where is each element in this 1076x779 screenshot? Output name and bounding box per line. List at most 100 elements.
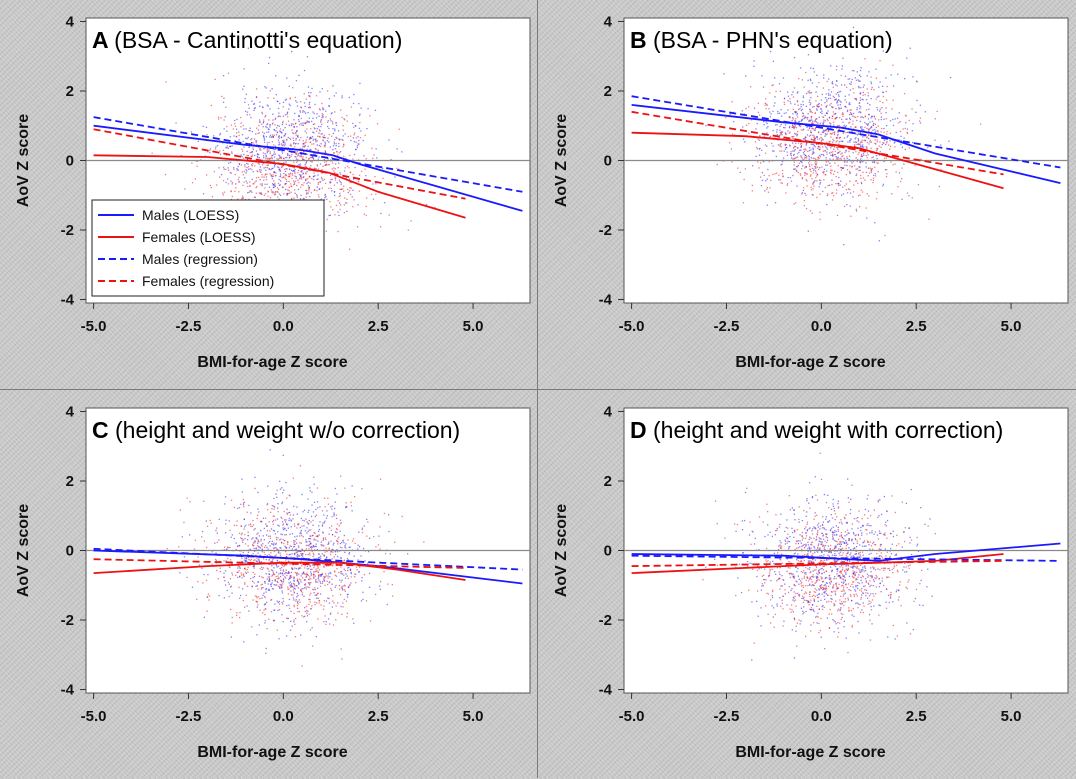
male-point — [787, 100, 788, 101]
male-point — [327, 544, 328, 545]
male-point — [285, 133, 286, 134]
male-point — [283, 130, 284, 131]
female-point — [274, 135, 275, 136]
female-point — [344, 599, 345, 600]
male-point — [886, 125, 887, 126]
female-point — [310, 142, 311, 143]
male-point — [784, 98, 785, 99]
male-point — [811, 530, 812, 531]
female-point — [323, 137, 324, 138]
male-point — [298, 583, 299, 584]
female-point — [275, 519, 276, 520]
x-tick-label: -5.0 — [81, 708, 107, 725]
female-point — [375, 194, 376, 195]
male-point — [809, 594, 810, 595]
female-point — [263, 152, 264, 153]
male-point — [752, 165, 753, 166]
male-point — [226, 147, 227, 148]
female-point — [341, 614, 342, 615]
female-point — [247, 512, 248, 513]
male-point — [290, 173, 291, 174]
female-point — [251, 156, 252, 157]
male-point — [790, 101, 791, 102]
male-point — [273, 184, 274, 185]
female-point — [308, 548, 309, 549]
female-point — [247, 155, 248, 156]
male-point — [362, 577, 363, 578]
female-point — [856, 180, 857, 181]
male-point — [266, 573, 267, 574]
female-point — [817, 174, 818, 175]
male-point — [810, 97, 811, 98]
male-point — [257, 509, 258, 510]
female-point — [265, 653, 266, 654]
male-point — [313, 545, 314, 546]
male-point — [873, 605, 874, 606]
female-point — [231, 151, 232, 152]
female-point — [287, 618, 288, 619]
male-point — [246, 605, 247, 606]
female-point — [821, 104, 822, 105]
male-point — [760, 607, 761, 608]
male-point — [873, 156, 874, 157]
female-point — [305, 611, 306, 612]
x-tick-label: 5.0 — [463, 318, 484, 335]
female-point — [338, 167, 339, 168]
female-point — [308, 188, 309, 189]
male-point — [315, 595, 316, 596]
female-point — [809, 609, 810, 610]
female-point — [308, 568, 309, 569]
female-point — [813, 519, 814, 520]
male-point — [792, 113, 793, 114]
male-point — [335, 148, 336, 149]
female-point — [239, 181, 240, 182]
male-point — [299, 535, 300, 536]
male-point — [203, 126, 204, 127]
female-point — [301, 589, 302, 590]
male-point — [236, 168, 237, 169]
male-point — [283, 490, 284, 491]
male-point — [800, 104, 801, 105]
male-point — [283, 621, 284, 622]
female-point — [825, 120, 826, 121]
male-point — [772, 561, 773, 562]
female-point — [273, 524, 274, 525]
female-point — [788, 592, 789, 593]
female-point — [263, 567, 264, 568]
male-point — [826, 113, 827, 114]
male-point — [845, 572, 846, 573]
panel-letter: B — [630, 27, 653, 53]
male-point — [823, 121, 824, 122]
male-point — [740, 172, 741, 173]
male-point — [281, 614, 282, 615]
male-point — [868, 118, 869, 119]
male-point — [247, 192, 248, 193]
male-point — [327, 515, 328, 516]
male-point — [305, 131, 306, 132]
female-point — [796, 133, 797, 134]
female-point — [260, 540, 261, 541]
female-point — [271, 189, 272, 190]
male-point — [867, 75, 868, 76]
male-point — [291, 577, 292, 578]
female-point — [211, 522, 212, 523]
male-point — [260, 179, 261, 180]
female-point — [242, 540, 243, 541]
male-point — [262, 183, 263, 184]
female-point — [273, 515, 274, 516]
male-point — [281, 151, 282, 152]
female-point — [329, 201, 330, 202]
male-point — [835, 113, 836, 114]
x-tick-label: 2.5 — [368, 318, 389, 335]
male-point — [269, 574, 270, 575]
female-point — [766, 189, 767, 190]
female-point — [324, 567, 325, 568]
male-point — [803, 190, 804, 191]
male-point — [264, 622, 265, 623]
female-point — [861, 590, 862, 591]
female-point — [832, 116, 833, 117]
male-point — [282, 145, 283, 146]
female-point — [260, 568, 261, 569]
male-point — [867, 103, 868, 104]
male-point — [259, 148, 260, 149]
